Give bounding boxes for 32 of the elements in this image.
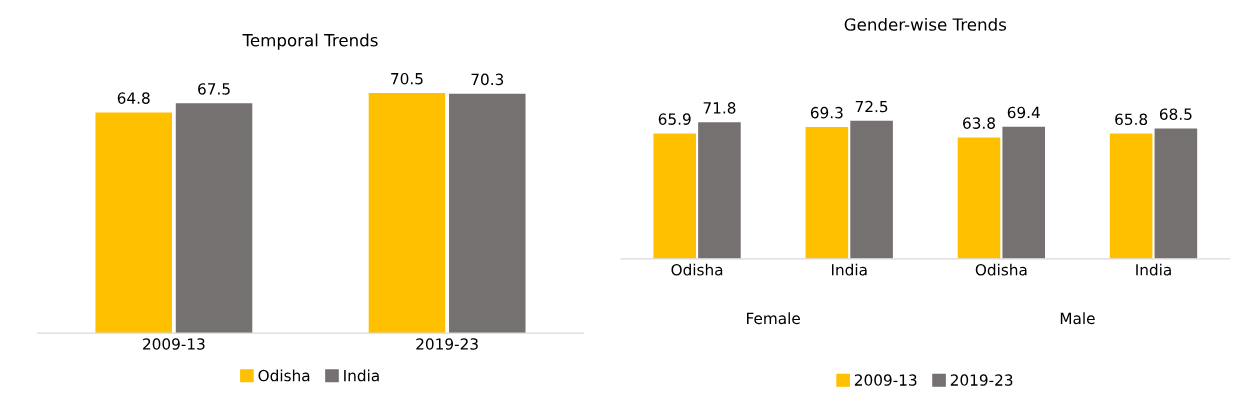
bar — [805, 126, 849, 259]
data-label: 70.3 — [471, 73, 504, 86]
data-label: 65.9 — [658, 113, 691, 125]
bar — [850, 120, 893, 259]
data-label: 63.8 — [963, 117, 995, 129]
bar — [957, 137, 1001, 259]
data-label: 65.8 — [1115, 113, 1148, 126]
data-label: 69.3 — [810, 106, 843, 119]
data-label: 68.5 — [1159, 108, 1192, 120]
bar — [1002, 126, 1046, 259]
text: Male — [1060, 312, 1095, 325]
x-tick-label: India — [831, 263, 867, 276]
x-tick-label: India — [1136, 263, 1171, 276]
legend-label: India — [344, 369, 379, 382]
text: Female — [747, 312, 800, 325]
legend-label: 2009-13 — [854, 374, 917, 386]
x-tick-label: Odisha — [671, 263, 723, 276]
data-label: 64.8 — [117, 92, 150, 104]
bar — [653, 133, 697, 259]
bar — [1109, 133, 1153, 259]
data-label: 70.5 — [391, 72, 423, 85]
data-label: 72.5 — [855, 100, 888, 113]
bar — [1154, 128, 1198, 259]
legend-label: 2019-23 — [950, 374, 1013, 386]
data-label: 71.8 — [703, 102, 736, 114]
bar — [698, 122, 741, 259]
data-label: 69.4 — [1007, 106, 1040, 119]
chart-title: Temporal Trends — [242, 33, 378, 50]
data-label: 67.5 — [198, 83, 230, 95]
x-tick-label: Odisha — [975, 263, 1027, 276]
chart-title: Gender-wise Trends — [844, 17, 1007, 31]
legend-label: Odisha — [258, 369, 310, 382]
